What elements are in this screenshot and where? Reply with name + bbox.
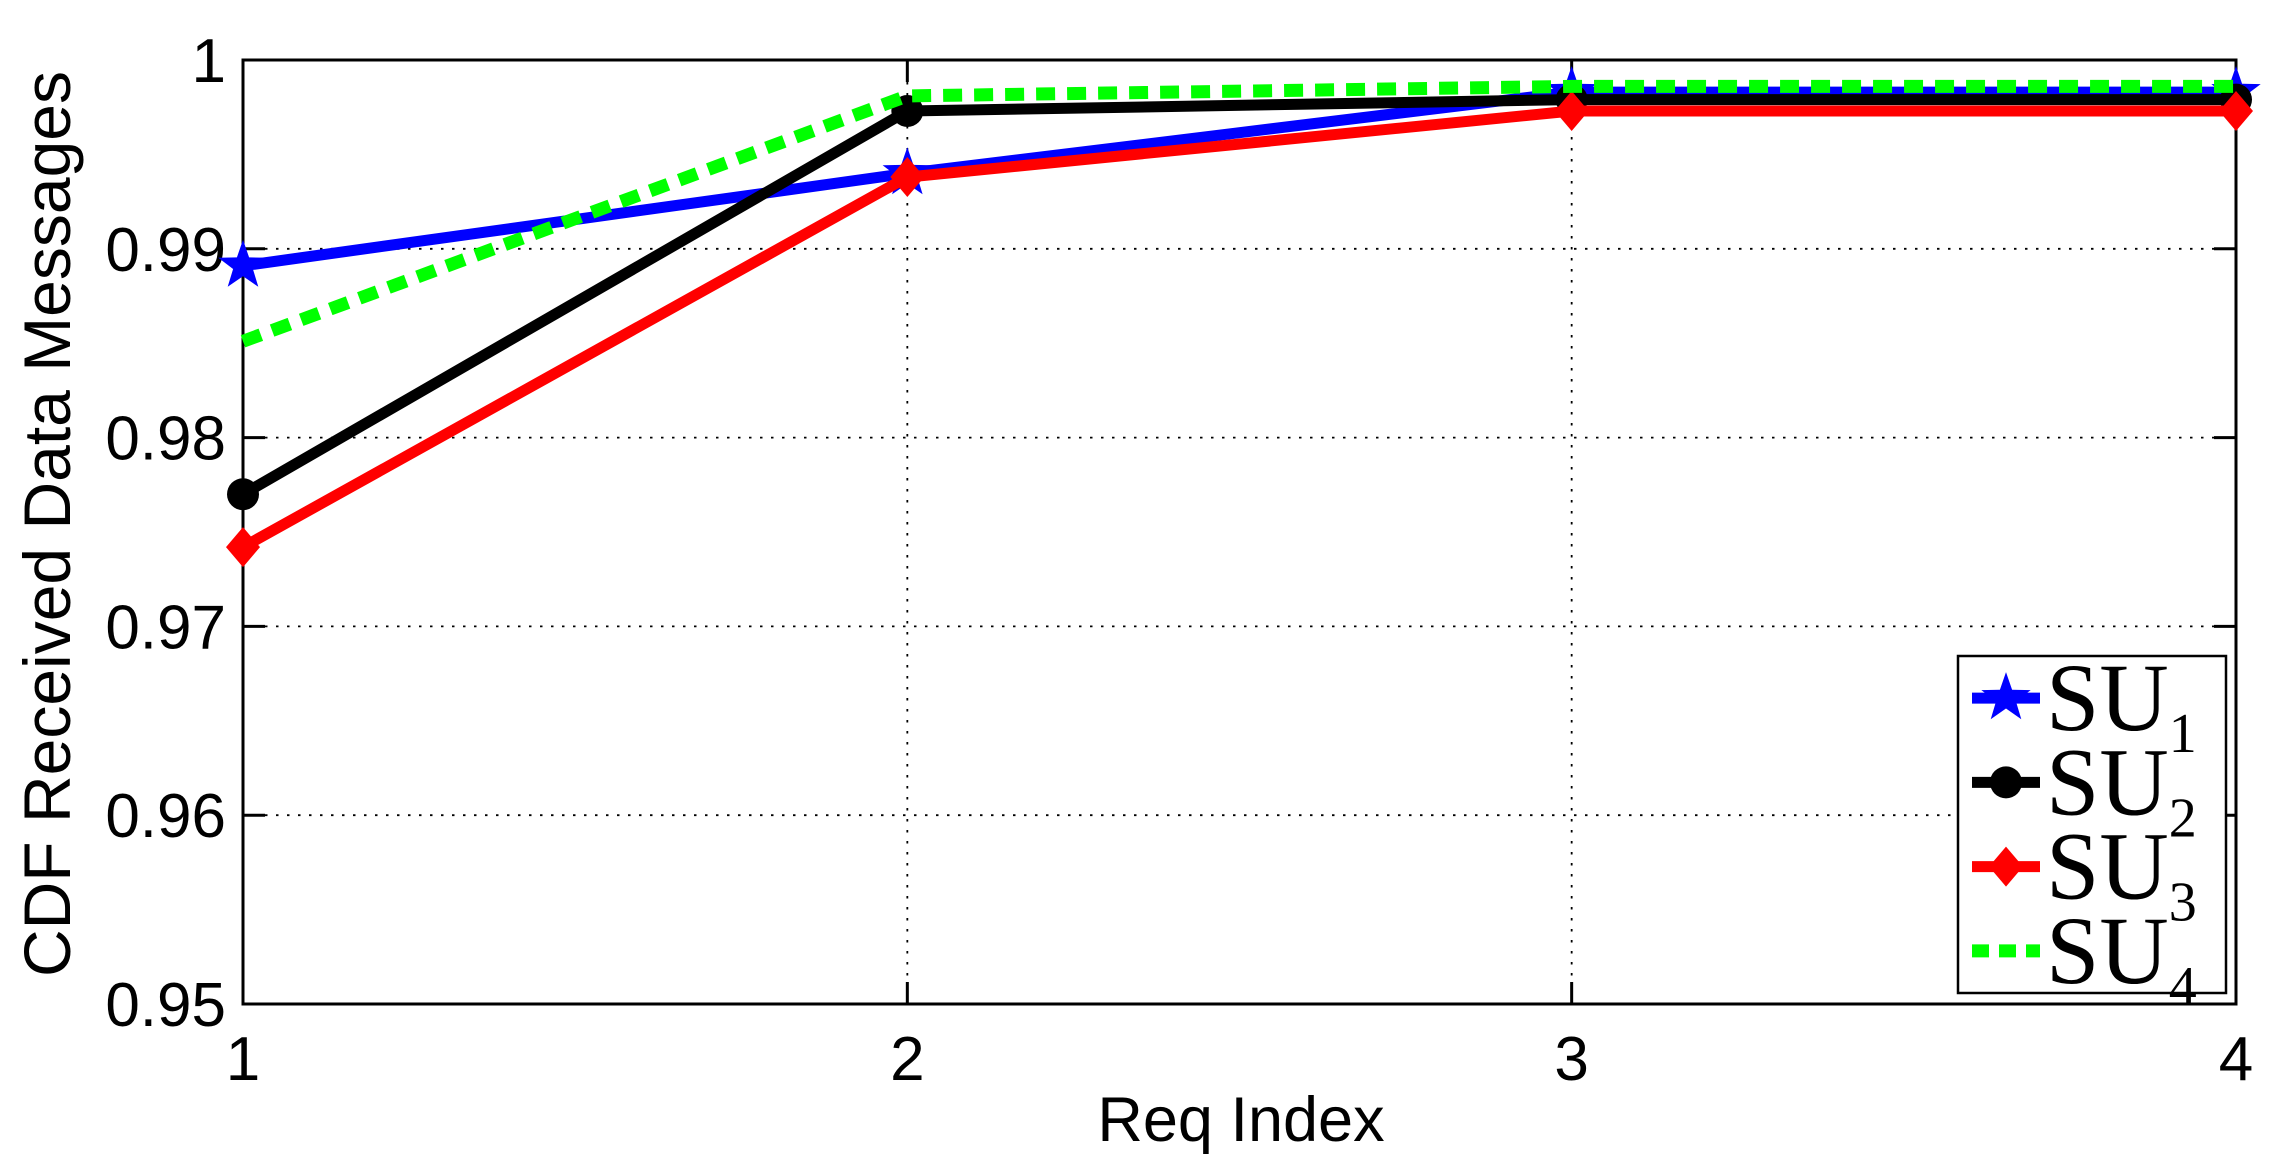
- marker-diamond-SU3: [226, 527, 260, 568]
- series-line-SU2: [240, 94, 2236, 499]
- marker-diamond-SU3: [2219, 90, 2253, 131]
- x-tick-label: 4: [2219, 1025, 2253, 1094]
- series-SU3: [226, 90, 2253, 568]
- x-tick-label: 2: [890, 1025, 924, 1094]
- series-line-SU4: [240, 79, 2236, 348]
- legend-box: [1956, 654, 2228, 995]
- marker-star-SU1: [218, 239, 268, 287]
- series-SU4: [240, 79, 2236, 348]
- axes-box: [241, 58, 2238, 1006]
- x-tick-label: 3: [1554, 1025, 1588, 1094]
- legend-label-subscript-SU2: 2: [2169, 787, 2197, 849]
- marker-diamond-SU3: [890, 157, 925, 198]
- legend-label-subscript-SU1: 1: [2169, 703, 2197, 765]
- y-axis-label: CDF Received Data Messages: [10, 70, 84, 978]
- y-tick-label: 1: [192, 27, 226, 96]
- series-line-SU1: [242, 86, 2236, 272]
- y-tick-label: 0.96: [105, 782, 226, 851]
- legend-label-subscript-SU4: 4: [2169, 956, 2197, 1018]
- marker-star-legend-SU1: [1981, 672, 2031, 720]
- x-tick-label: 1: [226, 1025, 260, 1094]
- y-tick-label: 0.99: [105, 216, 226, 285]
- x-axis-label: Req Index: [1097, 1085, 1385, 1155]
- marker-circle-legend-SU2: [1990, 766, 2022, 799]
- marker-diamond-SU3: [1554, 90, 1589, 131]
- y-tick-label: 0.98: [105, 405, 226, 474]
- legend-label-subscript-SU3: 3: [2169, 872, 2197, 934]
- y-tick-label: 0.95: [105, 971, 226, 1040]
- marker-circle-SU2: [227, 478, 259, 511]
- marker-diamond-legend-SU3: [1989, 846, 2023, 887]
- y-tick-label: 0.97: [105, 593, 226, 662]
- series-line-SU3: [240, 105, 2236, 552]
